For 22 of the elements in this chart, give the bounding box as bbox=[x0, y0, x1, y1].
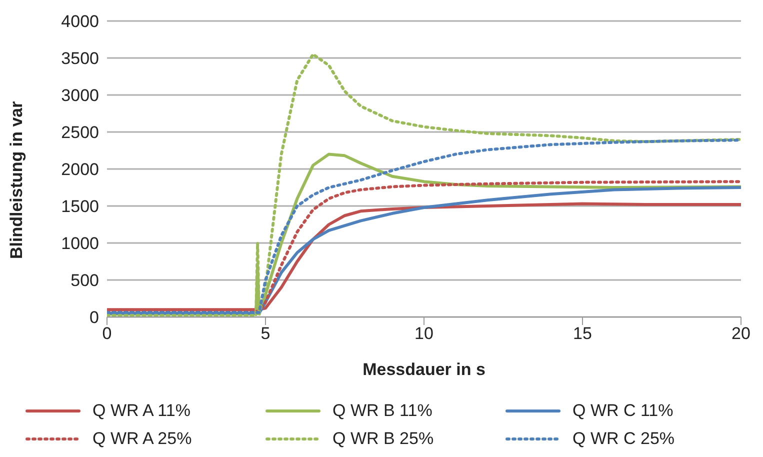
x-tick-label: 15 bbox=[573, 324, 592, 344]
legend-label: Q WR C 11% bbox=[572, 401, 674, 421]
legend-label: Q WR A 25% bbox=[92, 429, 192, 449]
legend-label: Q WR C 25% bbox=[572, 429, 675, 449]
legend-label: Q WR B 11% bbox=[332, 401, 432, 421]
x-axis-title: Messdauer in s bbox=[362, 360, 486, 379]
y-tick-label: 2500 bbox=[61, 123, 99, 142]
y-tick-label: 0 bbox=[90, 308, 99, 328]
y-tick-label: 3500 bbox=[61, 49, 99, 68]
legend-label: Q WR B 25% bbox=[332, 429, 434, 449]
x-tick-label: 0 bbox=[102, 324, 112, 344]
x-tick-label: 10 bbox=[414, 324, 434, 344]
y-tick-label: 500 bbox=[70, 271, 99, 290]
y-tick-label: 1000 bbox=[61, 234, 99, 254]
y-tick-label: 1500 bbox=[61, 197, 99, 216]
y-axis-title: Blindleistung in var bbox=[7, 100, 26, 259]
y-tick-label: 4000 bbox=[61, 12, 99, 32]
x-tick-label: 5 bbox=[260, 324, 270, 344]
y-tick-label: 3000 bbox=[61, 86, 99, 106]
legend-label: Q WR A 11% bbox=[92, 401, 190, 421]
x-tick-label: 20 bbox=[732, 324, 750, 344]
y-tick-label: 2000 bbox=[61, 160, 99, 180]
